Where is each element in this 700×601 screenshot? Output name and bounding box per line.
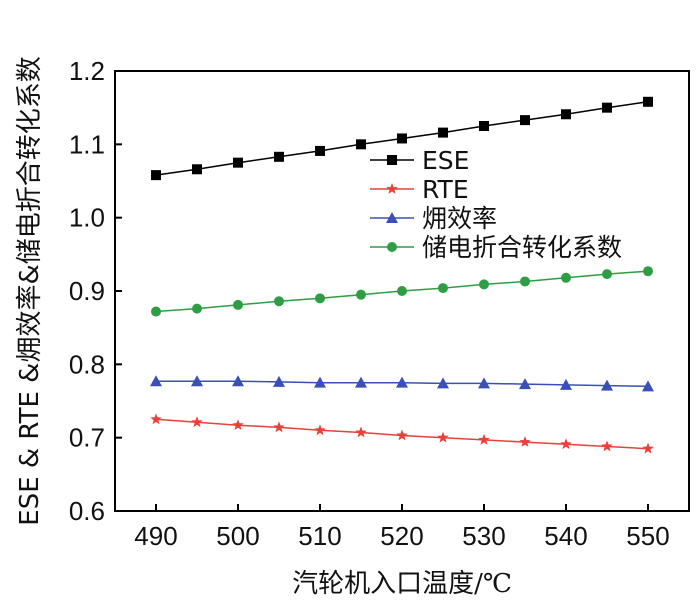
y-tick-label: 0.9 [69,276,105,306]
data-point [643,96,653,107]
data-point [520,276,530,287]
data-point [397,286,407,296]
data-point [601,440,613,452]
y-tick-label: 1.2 [69,56,105,86]
series-4 [151,266,653,317]
data-point [232,375,244,387]
data-point [642,380,654,392]
data-point [560,438,572,450]
y-tick-label: 0.7 [69,423,105,453]
data-point [151,306,161,317]
legend-item: 储电折合转化系数 [370,233,622,262]
data-point [478,433,490,445]
x-axis-label: 汽轮机入口温度/℃ [292,569,512,599]
data-point [274,151,284,162]
x-tick-label: 530 [462,521,505,551]
data-point [314,424,326,436]
data-point [397,133,407,144]
data-point [191,416,203,428]
y-tick-label: 1.0 [69,203,105,233]
legend-item: RTE [370,175,469,204]
data-point [396,429,408,441]
data-point [561,109,571,120]
data-point [520,115,530,126]
data-point [150,375,162,387]
data-point [519,436,531,447]
data-point [356,289,366,300]
legend-item: ESE [370,146,469,175]
data-point [561,272,571,283]
data-point [602,269,612,280]
data-point [355,376,367,388]
data-point [233,299,243,310]
data-point [274,296,284,307]
data-point [479,121,489,131]
data-point [314,376,326,388]
data-point [438,127,448,138]
x-tick-label: 500 [216,521,259,551]
series-2 [150,413,654,454]
data-point [191,375,203,387]
x-tick-label: 540 [544,521,587,551]
data-point [602,102,612,113]
legend-label: 储电折合转化系数 [422,233,622,262]
x-tick-label: 520 [380,521,423,551]
legend-marker [386,183,398,194]
y-axis-ticks: 0.6 0.7 0.8 0.9 1.0 1.1 1.2 [69,56,122,526]
y-tick-label: 0.8 [69,349,105,379]
data-point [519,378,531,390]
data-point [192,164,202,175]
data-point [232,419,244,431]
data-point [396,376,408,388]
data-point [355,426,367,438]
data-point [233,157,243,168]
legend-marker [387,242,397,252]
legend-item: 㶲效率 [370,204,497,233]
data-point [437,377,449,389]
data-point [273,421,285,433]
data-point [151,170,161,181]
data-point [479,279,489,290]
x-tick-label: 550 [626,521,669,551]
data-point [601,379,613,391]
data-point [438,283,448,294]
data-point [192,303,202,314]
x-axis-ticks: 490 500 510 520 530 540 550 [134,504,670,551]
data-point [315,293,325,304]
data-point [315,145,325,156]
data-point [273,375,285,387]
y-axis-label: ESE & RTE &㶲效率&储电折合转化系数 [15,56,45,525]
legend-label: ESE [422,146,469,175]
legend-label: 㶲效率 [422,204,497,233]
data-point [150,413,162,425]
data-point [356,139,366,150]
x-tick-label: 490 [134,521,177,551]
series-3 [150,375,654,392]
data-point [642,442,654,454]
y-tick-label: 1.1 [69,129,105,159]
data-point [478,377,490,389]
series-layer [150,96,654,454]
legend-marker [387,155,397,165]
data-point [437,431,449,443]
legend-marker [386,212,398,223]
series-1 [151,96,653,181]
legend-label: RTE [422,175,469,204]
x-tick-label: 510 [298,521,341,551]
data-point [560,378,572,390]
y-tick-label: 0.6 [69,496,105,526]
data-point [643,266,653,277]
